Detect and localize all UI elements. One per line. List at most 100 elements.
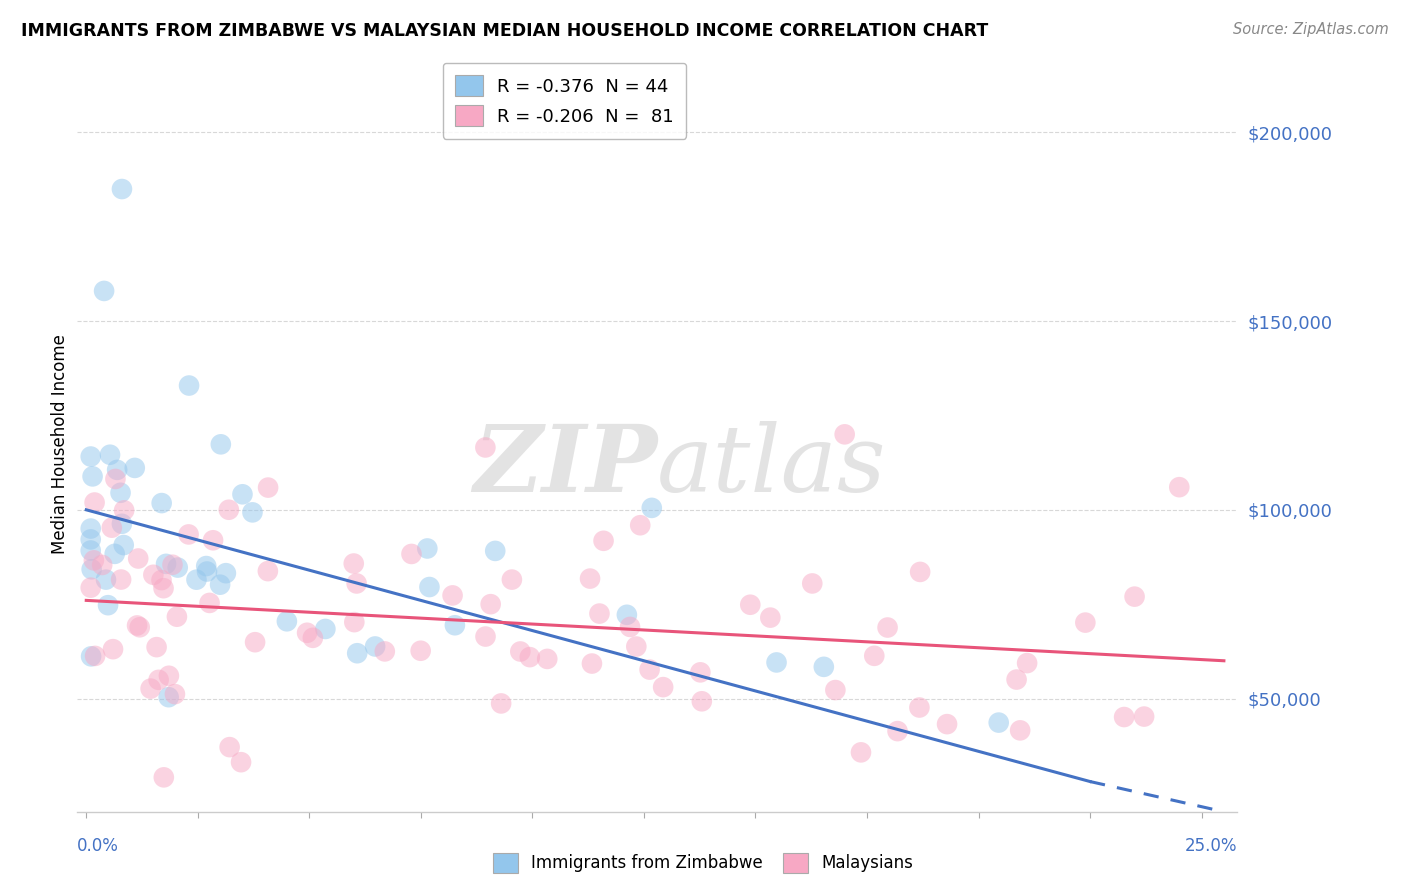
Text: atlas: atlas — [658, 421, 887, 511]
Point — [638, 663, 661, 677]
Point — [409, 644, 432, 658]
Point — [82, 469, 104, 483]
Point — [690, 694, 713, 708]
Point — [1017, 656, 1039, 670]
Point — [148, 673, 170, 687]
Point — [489, 697, 512, 711]
Point — [111, 516, 134, 531]
Point — [94, 573, 117, 587]
Point — [80, 522, 103, 536]
Point — [98, 448, 121, 462]
Point — [195, 565, 218, 579]
Point — [125, 618, 148, 632]
Point — [908, 700, 931, 714]
Text: 25.0%: 25.0% — [1185, 837, 1237, 855]
Point — [801, 576, 824, 591]
Point — [444, 618, 467, 632]
Point — [626, 640, 648, 654]
Text: ZIP: ZIP — [472, 421, 658, 511]
Point — [314, 622, 336, 636]
Point — [474, 441, 496, 455]
Point — [243, 635, 266, 649]
Point — [177, 527, 200, 541]
Point — [343, 615, 366, 629]
Point — [1005, 673, 1028, 687]
Point — [759, 610, 782, 624]
Point — [346, 576, 368, 591]
Point — [1123, 590, 1146, 604]
Point — [1074, 615, 1097, 630]
Point — [824, 683, 846, 698]
Point — [83, 495, 105, 509]
Point — [110, 573, 132, 587]
Legend: Immigrants from Zimbabwe, Malaysians: Immigrants from Zimbabwe, Malaysians — [486, 847, 920, 880]
Point — [484, 544, 506, 558]
Point — [112, 538, 135, 552]
Point — [257, 481, 280, 495]
Point — [834, 427, 856, 442]
Point — [374, 644, 396, 658]
Point — [641, 500, 664, 515]
Point — [142, 567, 165, 582]
Point — [579, 572, 602, 586]
Point — [104, 472, 127, 486]
Point — [1114, 710, 1136, 724]
Point — [441, 588, 464, 602]
Point — [97, 598, 120, 612]
Point — [231, 487, 253, 501]
Point — [215, 566, 238, 581]
Point — [101, 642, 124, 657]
Point — [127, 551, 149, 566]
Point — [849, 745, 872, 759]
Point — [150, 496, 173, 510]
Text: IMMIGRANTS FROM ZIMBABWE VS MALAYSIAN MEDIAN HOUSEHOLD INCOME CORRELATION CHART: IMMIGRANTS FROM ZIMBABWE VS MALAYSIAN ME… — [21, 22, 988, 40]
Point — [813, 660, 835, 674]
Point — [166, 609, 188, 624]
Point — [101, 521, 124, 535]
Point — [581, 657, 603, 671]
Point — [218, 740, 240, 755]
Point — [619, 620, 641, 634]
Point — [80, 533, 103, 547]
Point — [145, 640, 167, 654]
Point — [128, 620, 150, 634]
Point — [80, 543, 103, 558]
Point — [536, 652, 558, 666]
Point — [689, 665, 711, 680]
Point — [501, 573, 523, 587]
Point — [111, 182, 134, 196]
Point — [1010, 723, 1032, 738]
Point — [93, 284, 115, 298]
Point — [153, 770, 176, 784]
Point — [276, 615, 298, 629]
Point — [242, 505, 264, 519]
Point — [886, 724, 908, 739]
Point — [198, 596, 221, 610]
Point — [150, 573, 173, 587]
Point — [479, 597, 502, 611]
Point — [416, 541, 439, 556]
Point — [209, 577, 232, 591]
Point — [1168, 480, 1191, 494]
Point — [652, 680, 675, 694]
Point — [740, 598, 762, 612]
Point — [157, 690, 180, 705]
Point — [80, 649, 103, 664]
Point — [876, 621, 898, 635]
Point — [987, 715, 1010, 730]
Point — [91, 558, 114, 572]
Point — [80, 581, 103, 595]
Point — [166, 560, 188, 574]
Point — [765, 656, 787, 670]
Text: 0.0%: 0.0% — [77, 837, 120, 855]
Point — [343, 557, 366, 571]
Point — [592, 533, 614, 548]
Point — [195, 559, 218, 574]
Point — [1133, 709, 1156, 723]
Point — [157, 669, 180, 683]
Point — [84, 648, 107, 663]
Point — [863, 648, 886, 663]
Point — [519, 650, 541, 665]
Point — [152, 581, 174, 595]
Point — [509, 644, 531, 658]
